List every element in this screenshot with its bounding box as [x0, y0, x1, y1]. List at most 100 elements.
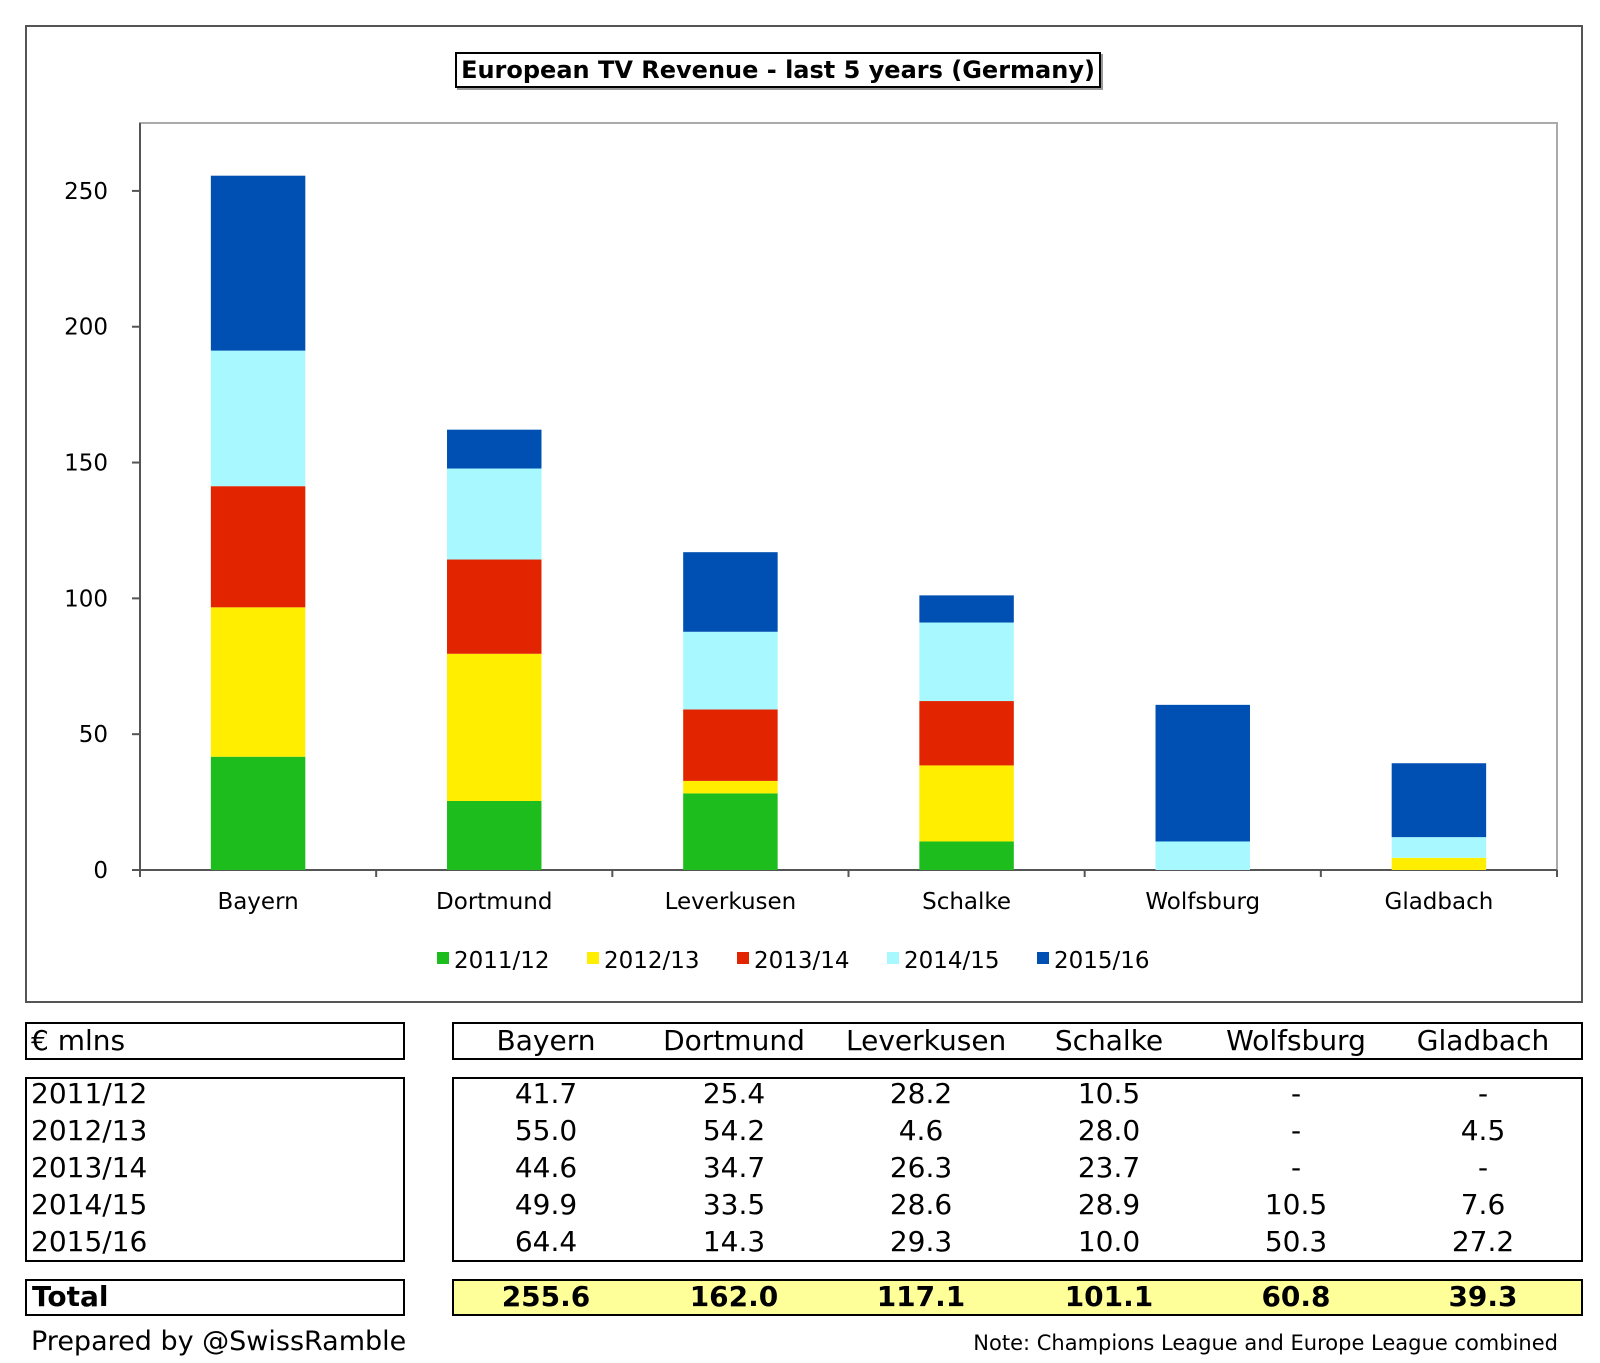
column-header-box	[452, 1022, 1583, 1060]
table-cell: -	[1290, 1151, 1302, 1184]
row-label: 2011/12	[31, 1077, 148, 1110]
table-cell: -	[1290, 1077, 1302, 1110]
legend-label: 2011/12	[454, 948, 550, 974]
bar-dortmund-2014-15	[447, 468, 542, 560]
bar-wolfsburg-2014-15	[1155, 841, 1250, 870]
x-tick-label: Schalke	[922, 889, 1011, 915]
table-cell: 28.2	[889, 1077, 953, 1110]
table-cell: 29.3	[889, 1225, 953, 1258]
legend-label: 2014/15	[904, 948, 1000, 974]
bar-bayern-2013-14	[210, 486, 306, 608]
bar-bayern-2012-13	[210, 607, 306, 757]
legend-label: 2013/14	[754, 948, 850, 974]
bar-dortmund-2013-14	[447, 559, 542, 654]
table-cell: 10.0	[1077, 1225, 1141, 1258]
credit-text: Prepared by @SwissRamble	[31, 1326, 407, 1357]
table-cell: 7.6	[1460, 1188, 1506, 1221]
table-cell: -	[1290, 1114, 1302, 1147]
table-cell: 34.7	[702, 1151, 766, 1184]
total-cell: 117.1	[876, 1280, 966, 1313]
y-tick-label: 250	[64, 179, 108, 205]
table-cell: -	[1477, 1077, 1489, 1110]
total-cell: 60.8	[1261, 1280, 1331, 1313]
bar-leverkusen-2015-16	[683, 552, 778, 632]
table-cell: 33.5	[702, 1188, 766, 1221]
row-label: 2015/16	[31, 1225, 148, 1258]
x-tick-label: Dortmund	[436, 889, 552, 915]
note-text: Note: Champions League and Europe League…	[973, 1331, 1558, 1355]
legend-swatch	[1037, 952, 1049, 964]
table-cell: 28.6	[889, 1188, 953, 1221]
y-tick-label: 150	[64, 451, 108, 477]
plot-area	[139, 122, 1558, 871]
bar-schalke-2014-15	[919, 622, 1014, 702]
table-cell: 49.9	[514, 1188, 578, 1221]
column-header-schalke: Schalke	[1054, 1024, 1164, 1057]
table-cell: 10.5	[1077, 1077, 1141, 1110]
total-cell: 255.6	[501, 1280, 591, 1313]
bar-bayern-2011-12	[210, 756, 306, 870]
legend-swatch	[587, 952, 599, 964]
table-cell: 26.3	[889, 1151, 953, 1184]
table-cell: 28.0	[1077, 1114, 1141, 1147]
table-cell: -	[1477, 1151, 1489, 1184]
column-header-leverkusen: Leverkusen	[846, 1024, 1007, 1057]
column-header-wolfsburg: Wolfsburg	[1226, 1024, 1366, 1057]
bar-leverkusen-2011-12	[683, 793, 778, 870]
x-tick-label: Gladbach	[1385, 889, 1494, 915]
legend-swatch	[887, 952, 899, 964]
bar-bayern-2015-16	[210, 175, 306, 351]
x-tick-label: Bayern	[217, 889, 298, 915]
bar-schalke-2012-13	[919, 765, 1014, 842]
stacked-bar-chart: 0 50 100 150 200 250 Bayern Dortmund Leverkusen S…	[64, 122, 1558, 974]
y-tick-label: 50	[79, 722, 108, 748]
table-cell: 41.7	[514, 1077, 578, 1110]
bar-gladbach-2014-15	[1391, 837, 1487, 858]
y-tick-label: 200	[64, 315, 108, 341]
x-tick-label: Wolfsburg	[1145, 889, 1260, 915]
bar-schalke-2011-12	[919, 841, 1014, 870]
total-cell: 101.1	[1064, 1280, 1154, 1313]
column-header-dortmund: Dortmund	[663, 1024, 805, 1057]
bar-wolfsburg-2015-16	[1155, 704, 1250, 842]
column-header-gladbach: Gladbach	[1416, 1024, 1550, 1057]
chart-title: European TV Revenue - last 5 years (Germ…	[455, 52, 1101, 88]
row-label: 2014/15	[31, 1188, 148, 1221]
table-cell: 54.2	[702, 1114, 766, 1147]
total-cell: 162.0	[689, 1280, 779, 1313]
legend-label: 2015/16	[1054, 948, 1150, 974]
bar-schalke-2013-14	[919, 701, 1014, 766]
bar-dortmund-2015-16	[447, 429, 542, 469]
row-label-box	[25, 1077, 405, 1262]
y-tick-label: 0	[93, 858, 108, 884]
table-cell: 64.4	[514, 1225, 578, 1258]
row-label: 2012/13	[31, 1114, 148, 1147]
total-label: Total	[32, 1280, 109, 1313]
bar-leverkusen-2013-14	[683, 709, 778, 781]
x-tick-label: Leverkusen	[665, 889, 797, 915]
table-cell: 25.4	[702, 1077, 766, 1110]
bar-gladbach-2012-13	[1391, 857, 1487, 870]
unit-label-box	[25, 1022, 405, 1060]
table-cell: 10.5	[1264, 1188, 1328, 1221]
bar-leverkusen-2014-15	[683, 631, 778, 710]
table-cell: 23.7	[1077, 1151, 1141, 1184]
table-cell: 14.3	[702, 1225, 766, 1258]
row-label: 2013/14	[31, 1151, 148, 1184]
table-cell: 4.5	[1460, 1114, 1506, 1147]
total-label-box	[25, 1279, 405, 1316]
table-cell: 28.9	[1077, 1188, 1141, 1221]
bar-dortmund-2011-12	[447, 801, 542, 870]
values-box	[452, 1077, 1583, 1262]
column-header-bayern: Bayern	[496, 1024, 596, 1057]
bar-bayern-2014-15	[210, 350, 306, 487]
table-cell: 50.3	[1264, 1225, 1328, 1258]
table-cell: 44.6	[514, 1151, 578, 1184]
bar-leverkusen-2012-13	[683, 780, 778, 794]
bar-dortmund-2012-13	[447, 653, 542, 802]
legend-label: 2012/13	[604, 948, 700, 974]
bar-gladbach-2015-16	[1391, 763, 1487, 838]
table-cell: 27.2	[1451, 1225, 1515, 1258]
total-cell: 39.3	[1448, 1280, 1518, 1313]
legend-swatch	[737, 952, 749, 964]
